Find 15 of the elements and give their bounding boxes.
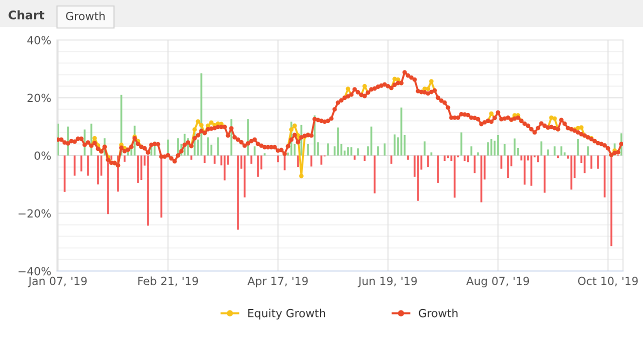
y-tick-label: −40% bbox=[18, 266, 51, 276]
x-tick-label: Apr 17, '19 bbox=[248, 276, 308, 288]
x-tick-label: Jan 07, '19 bbox=[28, 276, 87, 288]
y-tick-label: 0% bbox=[34, 151, 51, 160]
text: Growth bbox=[66, 12, 105, 20]
text: Chart bbox=[8, 10, 44, 20]
y-tick-label: −20% bbox=[18, 209, 51, 218]
legend-label: Growth bbox=[418, 308, 458, 318]
x-tick-label: Feb 21, '19 bbox=[138, 276, 198, 286]
x-tick-label: Oct 10, '19 bbox=[578, 276, 638, 286]
y-tick-label: 40% bbox=[27, 36, 51, 44]
legend-label: Equity Growth bbox=[248, 308, 326, 320]
x-tick-label: Jun 19, '19 bbox=[358, 276, 417, 288]
y-tick-label: 20% bbox=[28, 94, 51, 102]
x-tick-label: Aug 07, '19 bbox=[466, 276, 530, 288]
